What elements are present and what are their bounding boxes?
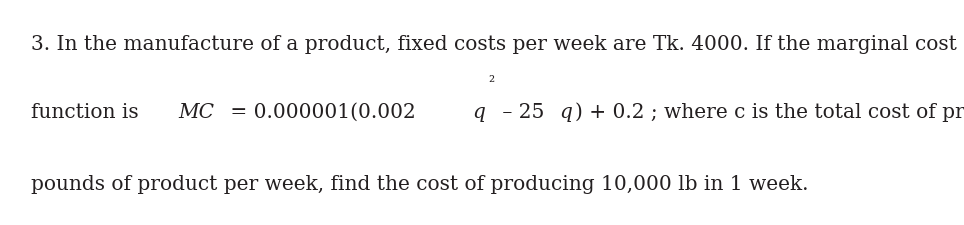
Text: – 25: – 25 <box>496 103 545 122</box>
Text: q: q <box>471 103 485 122</box>
Text: pounds of product per week, find the cost of producing 10,000 lb in 1 week.: pounds of product per week, find the cos… <box>31 175 809 194</box>
Text: ) + 0.2 ; where c is the total cost of producing q: ) + 0.2 ; where c is the total cost of p… <box>576 103 964 122</box>
Text: 3. In the manufacture of a product, fixed costs per week are Tk. 4000. If the ma: 3. In the manufacture of a product, fixe… <box>31 36 956 54</box>
Text: q: q <box>559 103 572 122</box>
Text: ²: ² <box>489 76 495 90</box>
Text: MC: MC <box>178 103 214 122</box>
Text: function is: function is <box>31 103 145 122</box>
Text: = 0.000001(0.002: = 0.000001(0.002 <box>225 103 416 122</box>
